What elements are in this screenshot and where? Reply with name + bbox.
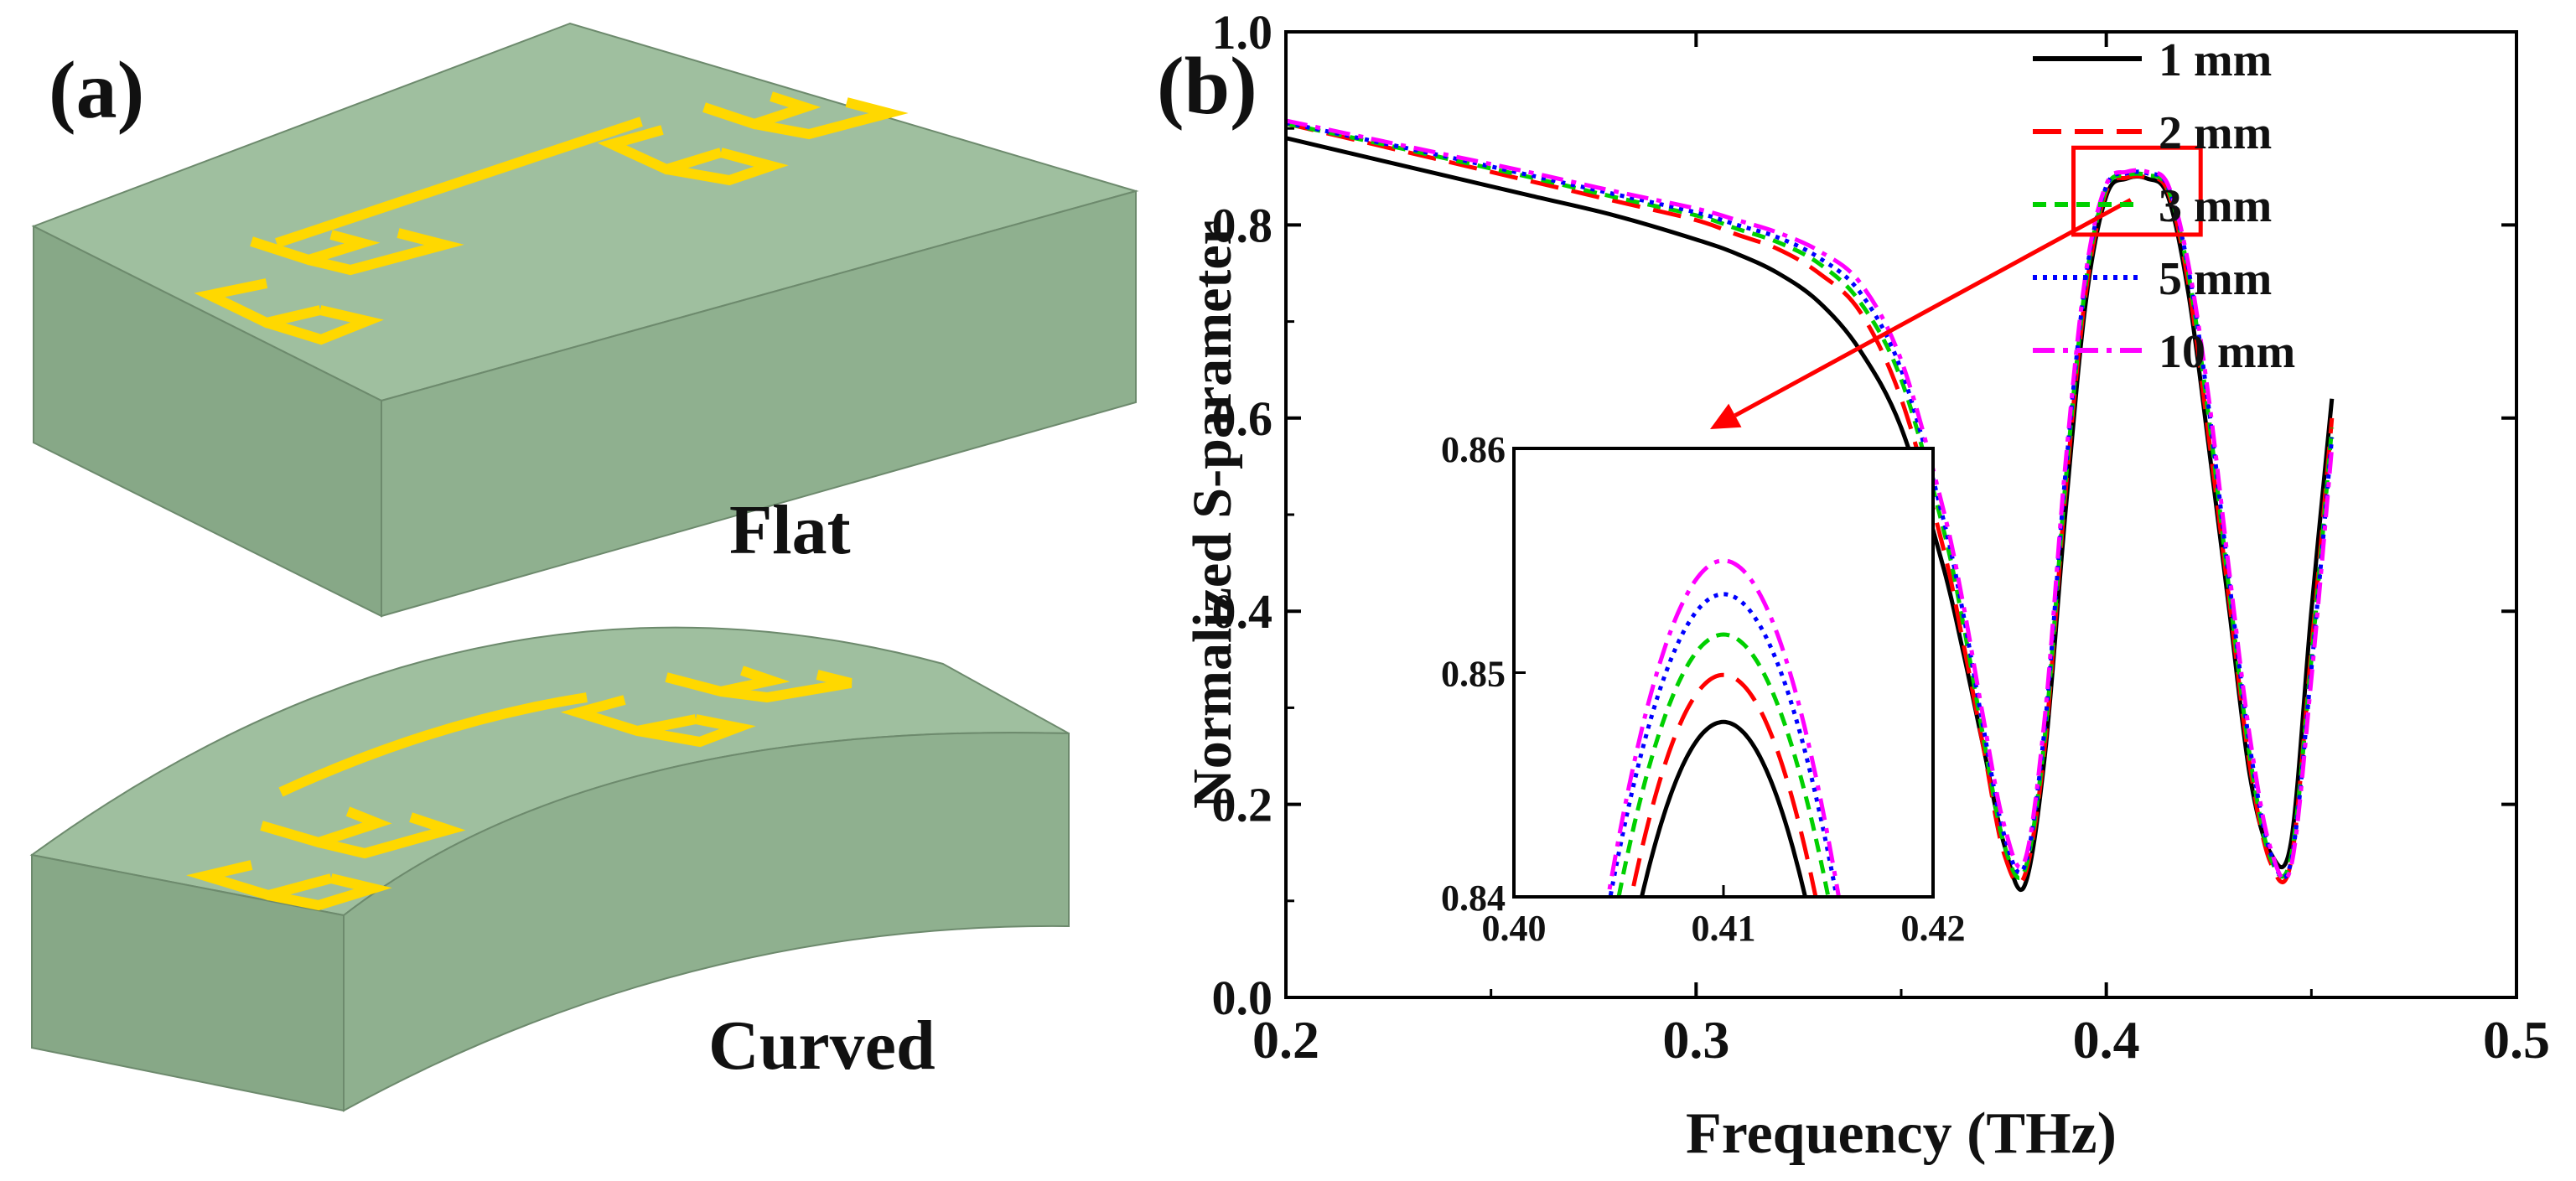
- flat-block: Flat: [31, 22, 1139, 618]
- y-tick-label: 1.0: [1212, 5, 1273, 60]
- y-tick-label: 0.8: [1212, 198, 1273, 252]
- inset-ticks: 0.40 0.41 0.42 0.84 0.85 0.86: [1441, 429, 1966, 949]
- y-tick-label: 0.4: [1212, 584, 1273, 639]
- legend-label: 10 mm: [2159, 326, 2295, 378]
- legend-label: 3 mm: [2159, 180, 2272, 232]
- y-axis-label: Normalized S-parameter: [1182, 220, 1243, 809]
- x-tick-label: 0.2: [1252, 1010, 1319, 1070]
- curved-metamaterial-pattern: [186, 666, 853, 911]
- flat-metamaterial-pattern: [194, 91, 909, 345]
- curved-right-resonator-d: [720, 670, 853, 703]
- curved-long-bar: [278, 692, 588, 797]
- main-plot-frame: [1284, 30, 2518, 999]
- panel-a-label: (a): [49, 45, 144, 136]
- zoom-arrow-head: [1710, 403, 1742, 429]
- curved-left-resonator-c: [260, 806, 392, 848]
- legend-label: 5 mm: [2159, 253, 2272, 305]
- inset-series-line-3-mm: [1616, 632, 1831, 895]
- curved-right-resonator-c: [665, 666, 790, 697]
- flat-left-resonator-d: [307, 228, 464, 276]
- inset-x-tick-label: 0.42: [1901, 908, 1966, 949]
- x-tick-label: 0.3: [1662, 1010, 1729, 1070]
- y-tick-label: 0.0: [1212, 971, 1273, 1025]
- flat-right-resonator-a: [597, 125, 723, 175]
- curved-left-resonator-d: [317, 812, 466, 859]
- flat-left-resonator-a: [194, 278, 322, 329]
- inset-y-tick-label: 0.85: [1441, 654, 1506, 695]
- main-series-group: [1285, 118, 2335, 892]
- inset-frame: [1512, 447, 1935, 899]
- inset-series-line-1-mm: [1640, 719, 1807, 895]
- inset-series-group: [1606, 558, 1841, 895]
- zoom-box: [2071, 145, 2203, 237]
- panel-b: (b) 0.2 0.3 0.4 0.5 0.0 0.2 0.4 0.6 0.8 1.0 0.40 0…: [1157, 0, 2576, 1177]
- curved-right-resonator-a: [560, 695, 697, 737]
- inset-y-tick-label: 0.86: [1441, 429, 1506, 470]
- curved-block: Curved: [29, 626, 1070, 1112]
- curved-label: Curved: [708, 1007, 936, 1085]
- y-tick-label: 0.6: [1212, 391, 1273, 446]
- curved-right-resonator-b: [635, 714, 756, 748]
- main-axes-ticks: 0.2 0.3 0.4 0.50.00.20.40.60.81.0: [1212, 5, 2551, 1070]
- panel-a: (a) Flat: [0, 0, 1157, 1177]
- y-tick-label: 0.2: [1212, 778, 1273, 832]
- inset-x-tick-label: 0.41: [1692, 908, 1756, 949]
- x-tick-label: 0.5: [2483, 1010, 2550, 1070]
- x-axis-label: Frequency (THz): [1686, 1101, 2117, 1166]
- legend-label: 1 mm: [2159, 34, 2272, 86]
- zoom-arrow-line: [1734, 198, 2132, 417]
- inset-series-line-5-mm: [1608, 592, 1839, 895]
- flat-right-face: [381, 189, 1137, 618]
- inset-plot: 0.40 0.41 0.42 0.84 0.85 0.86: [1441, 429, 1966, 949]
- curved-left-resonator-b: [267, 873, 392, 911]
- panel-b-label: (b): [1157, 41, 1257, 132]
- series-line-10-mm: [1285, 118, 2335, 882]
- panel-a-illustration: (a) Flat: [29, 22, 1139, 1112]
- flat-left-resonator-b: [265, 305, 384, 345]
- inset-x-tick-label: 0.40: [1482, 908, 1547, 949]
- zoom-arrow: [1710, 198, 2132, 429]
- x-tick-label: 0.4: [2073, 1010, 2140, 1070]
- curved-left-resonator-a: [186, 860, 333, 901]
- flat-right-resonator-c: [702, 91, 822, 130]
- inset-y-tick-label: 0.84: [1441, 878, 1506, 919]
- legend-label: 2 mm: [2159, 107, 2272, 159]
- flat-right-resonator-d: [753, 97, 909, 140]
- curved-right-face: [343, 732, 1070, 1112]
- inset-series-line-10-mm: [1606, 558, 1841, 895]
- s-parameter-chart: (b) 0.2 0.3 0.4 0.50.00.20.40.60.81.0 0.40 0…: [1157, 5, 2551, 1166]
- flat-label: Flat: [729, 491, 851, 569]
- inset-series-line-2-mm: [1629, 672, 1818, 895]
- flat-left-resonator-c: [250, 230, 381, 266]
- flat-right-resonator-b: [665, 148, 789, 186]
- legend: 1 mm 2 mm 3 mm 5 mm 10 mm: [2033, 34, 2295, 378]
- flat-long-bar: [275, 117, 643, 248]
